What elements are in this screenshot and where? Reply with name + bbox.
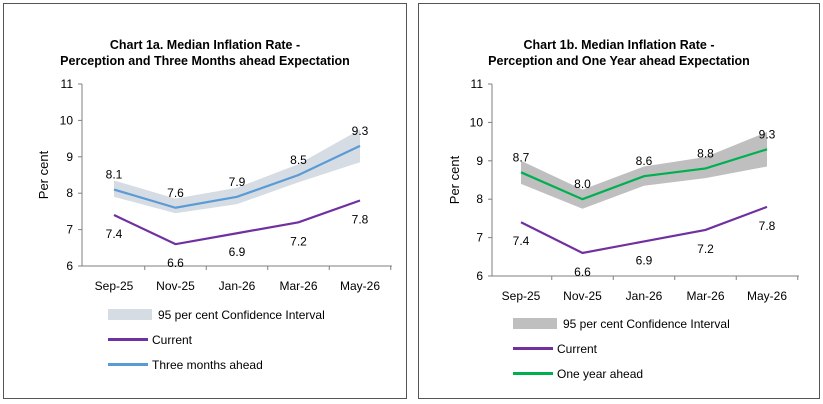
chart-panel-1a: Chart 1a. Median Inflation Rate - Percep… (3, 3, 407, 399)
chart-plot-1a: 6 7 8 9 10 11 Per cent Sep-25 Nov-25 Jan-26 Mar-26… (36, 77, 392, 293)
legend-label-current: Current (557, 341, 598, 356)
chart-panel-1b: Chart 1b. Median Inflation Rate - Percep… (418, 3, 820, 399)
y-tick-label: 7 (66, 223, 73, 237)
legend-swatch-current (108, 338, 148, 341)
legend-swatch-band (108, 309, 152, 320)
legend-label-current: Current (152, 332, 193, 347)
y-tick-label: 7 (476, 231, 483, 245)
x-tick-label: Jan-26 (626, 289, 663, 303)
chart-legend-1b: 95 per cent Confidence Interval Current … (513, 311, 730, 386)
data-label: 8.1 (106, 168, 123, 182)
chart-title-line1: Chart 1b. Median Inflation Rate - (523, 38, 715, 52)
legend-swatch-band (513, 318, 557, 329)
data-label: 8.8 (697, 146, 714, 160)
series-line-current (113, 199, 361, 246)
data-label: 9.3 (759, 127, 776, 141)
x-tick-label: Mar-26 (279, 279, 317, 293)
data-label: 7.9 (229, 175, 246, 189)
legend-swatch-one-year (513, 372, 553, 375)
chart-title-line2: Perception and One Year ahead Expectatio… (488, 54, 750, 68)
y-tick-label: 10 (470, 115, 484, 129)
legend-item-current: Current (108, 327, 325, 352)
series-line-current (520, 205, 768, 255)
x-tick-label: Nov-25 (563, 289, 602, 303)
y-axis-label: Per cent (447, 155, 462, 204)
data-label: 7.8 (759, 219, 776, 233)
y-tick-label: 6 (66, 259, 73, 273)
data-label: 8.0 (574, 177, 591, 191)
legend-swatch-current (513, 347, 553, 350)
data-label: 6.6 (574, 265, 591, 279)
legend-label-three-months: Three months ahead (152, 357, 263, 372)
y-tick-label: 10 (60, 113, 74, 127)
legend-item-band: 95 per cent Confidence Interval (513, 311, 730, 336)
legend-label-band: 95 per cent Confidence Interval (158, 307, 325, 322)
data-label: 7.2 (290, 234, 307, 248)
x-tick-label: Jan-26 (219, 279, 256, 293)
legend-label-band: 95 per cent Confidence Interval (563, 316, 730, 331)
legend-item-one-year: One year ahead (513, 361, 730, 386)
y-axis-label: Per cent (36, 150, 51, 199)
x-tick-label: Sep-25 (95, 279, 134, 293)
data-label: 6.6 (167, 256, 184, 270)
legend-item-band: 95 per cent Confidence Interval (108, 302, 325, 327)
data-label: 8.7 (513, 150, 530, 164)
data-label: 7.4 (106, 227, 123, 241)
y-tick-label: 11 (471, 77, 484, 91)
data-label: 6.9 (229, 245, 246, 259)
x-tick-label: Mar-26 (686, 289, 724, 303)
x-tick-label: Sep-25 (502, 289, 541, 303)
x-tick-label: May-26 (340, 279, 380, 293)
confidence-band (521, 132, 767, 209)
data-label: 7.8 (352, 212, 369, 226)
y-tick-label: 9 (66, 150, 73, 164)
y-tick-label: 8 (66, 186, 73, 200)
data-label: 7.2 (697, 242, 714, 256)
data-label: 8.5 (290, 153, 307, 167)
x-tick-label: Nov-25 (156, 279, 195, 293)
y-tick-label: 8 (476, 192, 483, 206)
data-label: 9.3 (352, 124, 369, 138)
y-tick-label: 11 (61, 77, 74, 91)
chart-title-line2: Perception and Three Months ahead Expect… (60, 54, 350, 68)
chart-plot-1b: 6 7 8 9 10 11 Per cent Sep-25 Nov-25 Jan-26 Mar-26… (447, 77, 799, 303)
data-label: 8.6 (636, 154, 653, 168)
legend-item-current: Current (513, 336, 730, 361)
data-label: 7.4 (513, 234, 530, 248)
data-label: 6.9 (636, 253, 653, 267)
legend-label-one-year: One year ahead (557, 366, 644, 381)
legend-item-three-months: Three months ahead (108, 352, 325, 377)
x-tick-label: May-26 (747, 289, 787, 303)
data-label: 7.6 (167, 186, 184, 200)
chart-legend-1a: 95 per cent Confidence Interval Current … (108, 302, 325, 377)
legend-swatch-three-months (108, 363, 148, 366)
y-tick-label: 6 (476, 269, 483, 283)
chart-title-line1: Chart 1a. Median Inflation Rate - (109, 38, 301, 52)
y-tick-label: 9 (476, 154, 483, 168)
